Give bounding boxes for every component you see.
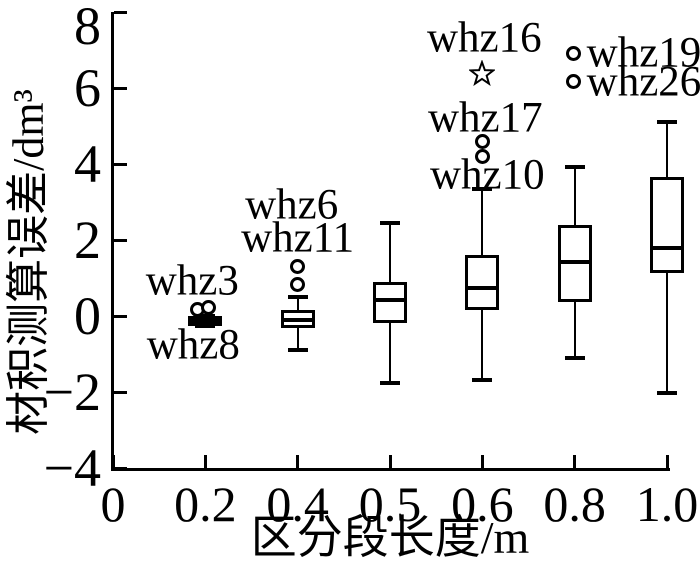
outlier-circle-icon [474, 148, 490, 164]
x-axis-line [111, 468, 670, 471]
x-tick [665, 455, 669, 468]
annotation-whz10: whz10 [430, 151, 545, 199]
whisker-cap-bottom [564, 356, 585, 361]
x-tick-label: 0.2 [174, 476, 237, 532]
x-tick [296, 455, 300, 468]
whisker-cap-bottom [380, 380, 400, 385]
y-tick-label: 0 [74, 286, 101, 346]
x-tick-label: 1.0 [635, 476, 699, 532]
outlier-circle-icon [566, 45, 582, 61]
annotation-whz11: whz11 [241, 214, 355, 262]
x-tick [388, 455, 392, 468]
x-axis-title: 区分段长度/m [250, 512, 530, 563]
y-tick-label: 4 [74, 134, 101, 194]
y-tick [114, 162, 127, 166]
y-tick-label: −4 [43, 438, 101, 498]
whisker-cap-top [472, 187, 493, 192]
y-tick [114, 86, 127, 90]
whisker-cap-top [657, 119, 677, 124]
annotation-whz8: whz8 [146, 321, 240, 369]
outlier-circle-icon [290, 276, 306, 292]
y-tick [114, 314, 127, 318]
annotation-whz16: whz16 [427, 14, 542, 62]
annotation-whz17: whz17 [428, 94, 543, 142]
x-tick-label: 0.8 [543, 476, 606, 532]
median-line [650, 245, 684, 250]
whisker-cap-top [564, 165, 585, 170]
annotation-whz19: whz19 [586, 29, 700, 77]
median-line [373, 298, 407, 303]
annotation-whz26: whz26 [586, 58, 700, 106]
median-line [280, 318, 315, 323]
outlier-star-icon [469, 60, 496, 87]
whisker-cap-top [287, 295, 308, 299]
median-line [465, 285, 500, 290]
box [465, 254, 500, 310]
whisker-cap-bottom [195, 323, 216, 328]
y-tick-label: −2 [43, 362, 101, 422]
whisker-cap-top [380, 220, 400, 225]
y-tick [114, 390, 127, 394]
whisker-cap-bottom [472, 377, 493, 382]
outlier-circle-icon [290, 259, 306, 275]
x-tick-label: 0 [100, 476, 126, 532]
annotation-whz3: whz3 [145, 257, 239, 305]
x-tick [111, 455, 115, 468]
x-tick [203, 455, 207, 468]
whisker-cap-bottom [657, 391, 677, 396]
x-tick-label: 0.6 [451, 476, 514, 532]
box [373, 282, 407, 323]
x-tick [480, 455, 484, 468]
outlier-circle-icon [474, 133, 490, 149]
whisker-cap-bottom [287, 347, 308, 352]
annotation-whz6: whz6 [245, 181, 339, 229]
outlier-circle-icon [566, 74, 582, 90]
y-tick-label: 6 [74, 58, 101, 118]
median-line [188, 318, 223, 323]
y-axis-line [111, 12, 114, 471]
median-line [557, 260, 592, 265]
x-tick-label: 0.4 [266, 476, 329, 532]
y-tick-label: 8 [74, 0, 101, 56]
box [650, 176, 684, 274]
y-tick [114, 238, 127, 242]
y-tick-label: 2 [74, 210, 101, 270]
outlier-circle-icon [200, 300, 216, 316]
x-tick-label: 0.5 [358, 476, 422, 532]
x-tick [573, 455, 577, 468]
y-tick [114, 466, 127, 470]
y-tick [114, 10, 127, 14]
